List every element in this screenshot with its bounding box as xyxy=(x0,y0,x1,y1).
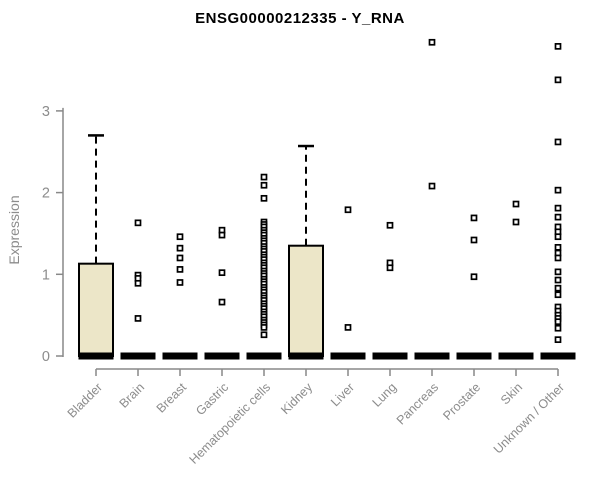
outlier-point xyxy=(554,284,562,292)
median-line xyxy=(456,352,492,360)
outlier-point xyxy=(134,219,142,227)
box-group-bladder: Bladder xyxy=(65,134,114,421)
median-line xyxy=(120,352,156,360)
x-category-label: Brain xyxy=(117,380,148,411)
outlier-point xyxy=(554,291,562,299)
outlier-point xyxy=(512,200,520,208)
outlier-point xyxy=(176,244,184,252)
outlier-point xyxy=(176,233,184,241)
median-line xyxy=(540,352,576,360)
x-category-label: Lung xyxy=(370,380,400,410)
box-group-skin: Skin xyxy=(498,200,534,407)
outlier-point xyxy=(134,315,142,322)
median-line xyxy=(372,352,408,360)
median-line xyxy=(414,352,450,360)
box-group-liver: Liver xyxy=(328,206,366,409)
outlier-point xyxy=(554,318,562,326)
x-category-label: Pancreas xyxy=(394,380,441,427)
outlier-point xyxy=(260,324,268,331)
outlier-point xyxy=(260,331,268,339)
x-category-label: Skin xyxy=(498,380,525,407)
outlier-point xyxy=(428,182,436,190)
outlier-point xyxy=(554,336,562,344)
chart-title: ENSG00000212335 - Y_RNA xyxy=(195,10,405,27)
box-rect xyxy=(288,244,324,357)
x-category-label: Prostate xyxy=(440,380,483,423)
outlier-point xyxy=(470,273,478,281)
outlier-point xyxy=(554,76,562,84)
y-tick-label: 0 xyxy=(42,349,50,365)
outlier-point xyxy=(554,268,562,276)
outlier-point xyxy=(554,254,562,262)
outlier-point xyxy=(470,214,478,222)
box-group-breast: Breast xyxy=(154,233,198,416)
outlier-point xyxy=(554,43,562,50)
outlier-point xyxy=(554,276,562,284)
outlier-point xyxy=(176,279,184,286)
outlier-point xyxy=(512,218,520,226)
median-line xyxy=(330,352,366,360)
box-group-gastric: Gastric xyxy=(193,226,240,418)
box-group-brain: Brain xyxy=(117,219,156,411)
median-line xyxy=(78,352,114,360)
x-category-label: Bladder xyxy=(65,380,105,420)
x-category-label: Hematopoietic cells xyxy=(187,380,274,467)
x-category-label: Liver xyxy=(328,380,357,409)
box-group-hematopoietic-cells: Hematopoietic cells xyxy=(187,173,282,467)
outlier-point xyxy=(428,38,436,46)
x-category-label: Kidney xyxy=(278,380,315,417)
y-tick-label: 3 xyxy=(42,104,50,120)
y-tick-label: 1 xyxy=(42,267,50,283)
outlier-point xyxy=(260,194,268,202)
outlier-point xyxy=(176,254,184,262)
outlier-point xyxy=(554,243,562,251)
outlier-point xyxy=(218,231,226,239)
outlier-point xyxy=(470,236,478,244)
outlier-point xyxy=(260,173,268,181)
outlier-point xyxy=(554,233,562,241)
outlier-point xyxy=(554,186,562,194)
box-rect xyxy=(78,262,114,357)
outlier-point xyxy=(344,324,352,331)
box-group-prostate: Prostate xyxy=(440,214,492,423)
outlier-point xyxy=(554,138,562,146)
median-line xyxy=(498,352,534,360)
outlier-point xyxy=(218,269,226,277)
outlier-point xyxy=(386,221,394,229)
median-line xyxy=(204,352,240,360)
outlier-point xyxy=(218,298,226,306)
median-line xyxy=(288,352,324,360)
outlier-point xyxy=(134,279,142,287)
box-group-kidney: Kidney xyxy=(278,144,324,417)
outlier-point xyxy=(260,181,268,189)
outlier-point xyxy=(554,213,562,221)
x-category-label: Gastric xyxy=(193,380,231,418)
outlier-point xyxy=(554,204,562,212)
y-tick-label: 2 xyxy=(42,186,50,202)
outlier-point xyxy=(176,266,184,273)
outlier-point xyxy=(344,206,352,214)
x-category-label: Unknown / Other xyxy=(491,380,567,456)
outlier-point xyxy=(386,264,394,272)
median-line xyxy=(246,352,282,360)
outlier-point xyxy=(554,324,562,332)
median-line xyxy=(162,352,198,360)
box-group-lung: Lung xyxy=(370,221,408,410)
x-category-label: Breast xyxy=(154,380,190,416)
